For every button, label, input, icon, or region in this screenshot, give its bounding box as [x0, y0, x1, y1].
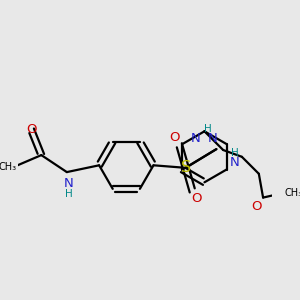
Text: H: H — [231, 148, 239, 158]
Text: O: O — [26, 123, 36, 136]
Text: H: H — [65, 189, 72, 199]
Text: N: N — [208, 133, 218, 146]
Text: N: N — [230, 156, 240, 169]
Text: O: O — [169, 131, 180, 144]
Text: CH₃: CH₃ — [0, 162, 16, 172]
Text: N: N — [64, 178, 74, 190]
Text: H: H — [204, 124, 212, 134]
Text: CH₃: CH₃ — [285, 188, 300, 198]
Text: N: N — [191, 132, 201, 145]
Text: O: O — [251, 200, 262, 213]
Text: O: O — [192, 192, 202, 205]
Text: S: S — [181, 160, 191, 175]
